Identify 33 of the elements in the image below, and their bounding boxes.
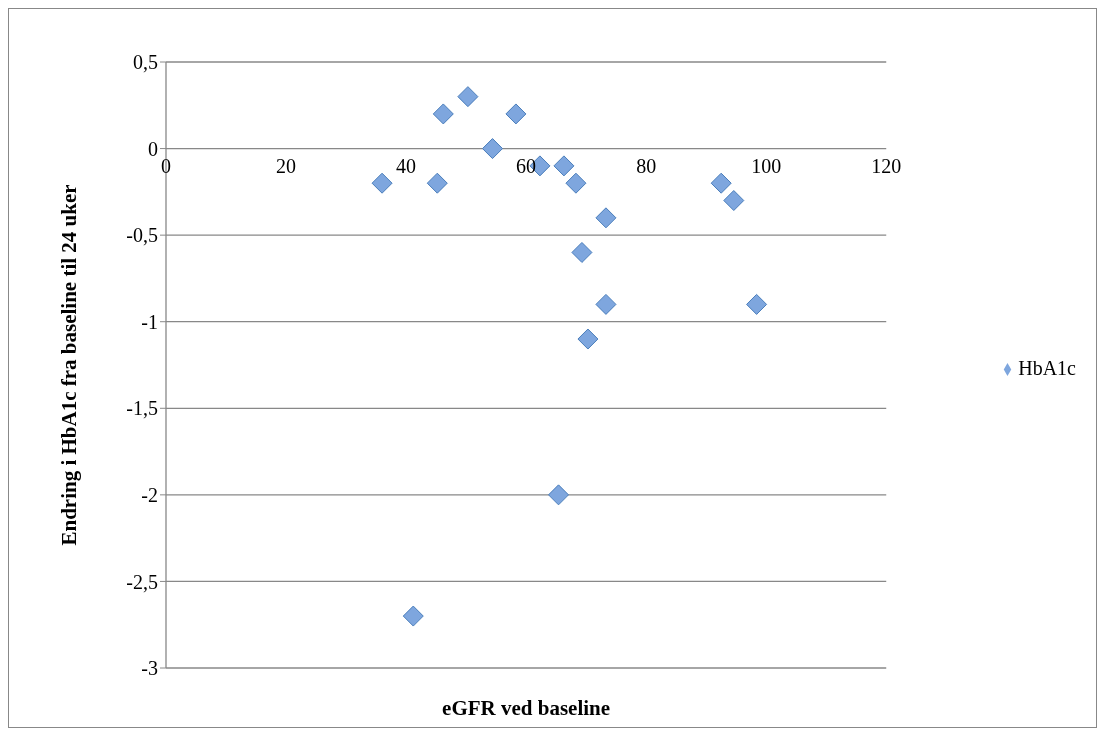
y-tick-label: -0,5: [126, 224, 158, 247]
y-axis-title: Endring i HbA1c fra baseline til 24 uker: [57, 184, 82, 546]
x-axis-title: eGFR ved baseline: [442, 696, 611, 720]
legend-label: HbA1c: [1018, 356, 1076, 379]
point: [548, 484, 570, 506]
x-tick-label: 120: [871, 155, 902, 178]
y-tick-label: -3: [141, 657, 158, 680]
y-tick-label: -1: [141, 310, 158, 333]
y-tick-label: 0,5: [133, 51, 158, 74]
x-tick-label: 20: [276, 155, 297, 178]
point: [402, 605, 424, 627]
point: [426, 172, 448, 194]
x-tick-label: 40: [396, 155, 417, 178]
point: [505, 103, 527, 125]
y-tick-label: -1,5: [126, 397, 158, 420]
point: [457, 86, 479, 108]
point: [482, 138, 504, 160]
point: [553, 155, 575, 177]
point: [723, 190, 745, 212]
point: [710, 172, 732, 194]
x-tick-label: 100: [751, 155, 782, 178]
y-tick-label: -2: [141, 483, 158, 506]
point: [746, 293, 768, 315]
y-tick-label: -2,5: [126, 570, 158, 593]
point: [595, 293, 617, 315]
x-tick-label: 80: [636, 155, 657, 178]
y-tick-label: 0: [148, 137, 158, 160]
point: [577, 328, 599, 350]
point: [371, 172, 393, 194]
point: [565, 172, 587, 194]
point: [432, 103, 454, 125]
point: [571, 241, 593, 263]
point: [595, 207, 617, 229]
